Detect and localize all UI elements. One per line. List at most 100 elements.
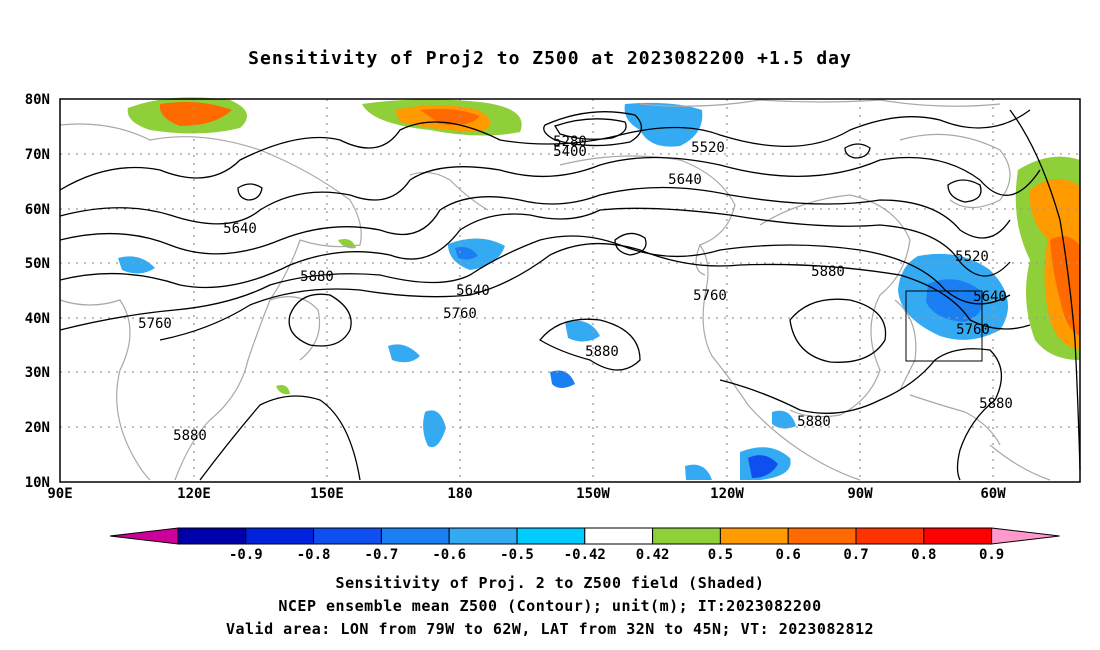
lon-axis: 90E 120E 150E 180 150W 120W 90W 60W bbox=[47, 486, 1006, 502]
shade-blob bbox=[455, 247, 478, 260]
colorbar-bin bbox=[719, 527, 789, 545]
footer-line-1: Sensitivity of Proj. 2 to Z500 field (Sh… bbox=[335, 574, 765, 592]
colorbar-label: 0.9 bbox=[979, 547, 1004, 563]
colorbar-label: -0.42 bbox=[564, 547, 606, 563]
colorbar-bin bbox=[923, 527, 993, 545]
contour-line bbox=[159, 242, 1031, 341]
footer-line-3: Valid area: LON from 79W to 62W, LAT fro… bbox=[225, 620, 875, 638]
contour-label: 5640 bbox=[456, 283, 490, 299]
chart-title: Sensitivity of Proj2 to Z500 at 20230822… bbox=[248, 48, 852, 69]
contour-label: 5880 bbox=[173, 428, 207, 444]
contour-label: 5280 bbox=[553, 134, 587, 150]
contour-label: 5880 bbox=[300, 269, 334, 285]
shade-blob bbox=[685, 464, 712, 480]
contour-line bbox=[59, 235, 1011, 331]
contour-layer bbox=[59, 109, 1081, 481]
shade-blob bbox=[565, 320, 600, 342]
contour-line bbox=[789, 298, 887, 363]
colorbar-label: 0.8 bbox=[911, 547, 936, 563]
contour-line bbox=[59, 156, 1041, 225]
contour-line bbox=[59, 186, 1011, 255]
colorbar-label: 0.42 bbox=[636, 547, 670, 563]
contour-label: 5880 bbox=[585, 344, 619, 360]
lon-label: 90W bbox=[847, 486, 873, 502]
contour-line bbox=[1009, 109, 1081, 471]
plot-frame bbox=[59, 98, 1081, 483]
coastline bbox=[695, 244, 706, 276]
colorbar-label: -0.6 bbox=[432, 547, 466, 563]
lon-label: 60W bbox=[980, 486, 1006, 502]
colorbar-bin bbox=[177, 527, 247, 545]
colorbar-bin bbox=[380, 527, 450, 545]
colorbar-label: -0.9 bbox=[229, 547, 263, 563]
colorbar-label: -0.7 bbox=[365, 547, 399, 563]
contour-label: 5760 bbox=[693, 288, 727, 304]
lat-axis: 80N 70N 60N 50N 40N 30N 20N 10N bbox=[25, 92, 50, 491]
contour-line bbox=[59, 207, 1011, 289]
contour-label: 5760 bbox=[956, 322, 990, 338]
shade-blob bbox=[388, 344, 420, 363]
contour-line bbox=[947, 179, 982, 203]
shade-blob bbox=[624, 102, 703, 147]
shade-blob bbox=[550, 370, 575, 388]
lon-label: 120W bbox=[710, 486, 744, 502]
contour-line bbox=[719, 348, 1002, 481]
colorbar: -0.9 -0.8 -0.7 -0.6 -0.5 -0.42 0.42 0.5 0.6 0.7 0.… bbox=[109, 527, 1060, 563]
shade-blob bbox=[423, 410, 446, 448]
colorbar-label: 0.7 bbox=[843, 547, 868, 563]
shade-blob bbox=[118, 256, 155, 274]
lat-label: 10N bbox=[25, 475, 50, 491]
colorbar-label: 0.5 bbox=[708, 547, 733, 563]
contour-label: 5760 bbox=[443, 306, 477, 322]
coastline bbox=[409, 171, 489, 211]
contour-label: 5880 bbox=[979, 396, 1013, 412]
colorbar-label: -0.8 bbox=[297, 547, 331, 563]
coastline bbox=[639, 99, 1001, 107]
lon-label: 180 bbox=[447, 486, 472, 502]
lat-label: 40N bbox=[25, 311, 50, 327]
contour-label: 5640 bbox=[668, 172, 702, 188]
coastline bbox=[59, 123, 362, 481]
colorbar-bin bbox=[855, 527, 925, 545]
contour-line bbox=[237, 183, 263, 201]
gridlines bbox=[60, 99, 1080, 482]
lat-label: 60N bbox=[25, 202, 50, 218]
lat-label: 30N bbox=[25, 365, 50, 381]
colorbar-bin bbox=[245, 527, 315, 545]
shade-blob bbox=[276, 385, 290, 395]
colorbar-bin bbox=[448, 527, 518, 545]
contour-label: 5880 bbox=[811, 264, 845, 280]
valid-area-box bbox=[905, 290, 983, 362]
colorbar-arrow-right bbox=[991, 527, 1060, 545]
contour-line bbox=[554, 118, 627, 140]
contour-label: 5880 bbox=[797, 414, 831, 430]
colorbar-bin bbox=[652, 527, 721, 545]
shade-blob bbox=[772, 410, 796, 429]
lat-label: 20N bbox=[25, 420, 50, 436]
colorbar-bin bbox=[787, 527, 857, 545]
colorbar-label: 0.6 bbox=[776, 547, 801, 563]
shade-blob bbox=[926, 279, 983, 322]
lat-label: 50N bbox=[25, 256, 50, 272]
coastline bbox=[899, 133, 1011, 209]
colorbar-bin bbox=[584, 527, 654, 545]
contour-line bbox=[614, 232, 647, 256]
colorbar-bin bbox=[313, 527, 382, 545]
contour-line bbox=[288, 293, 352, 347]
contour-line bbox=[543, 111, 642, 147]
colorbar-arrow-left bbox=[109, 527, 179, 545]
contour-label: 5520 bbox=[691, 140, 725, 156]
lon-label: 150W bbox=[576, 486, 610, 502]
coastline bbox=[759, 194, 911, 418]
contour-label: 5640 bbox=[223, 221, 257, 237]
contour-line bbox=[844, 143, 871, 159]
coastline bbox=[559, 155, 861, 481]
shade-blob bbox=[748, 455, 778, 478]
contour-line bbox=[539, 318, 641, 371]
coastline bbox=[59, 299, 151, 481]
contour-labels: 5280 5400 5520 5520 5640 5640 5640 5640 … bbox=[138, 134, 1013, 444]
coastline bbox=[989, 444, 1051, 481]
contour-line bbox=[59, 109, 1031, 191]
contour-label: 5520 bbox=[955, 249, 989, 265]
